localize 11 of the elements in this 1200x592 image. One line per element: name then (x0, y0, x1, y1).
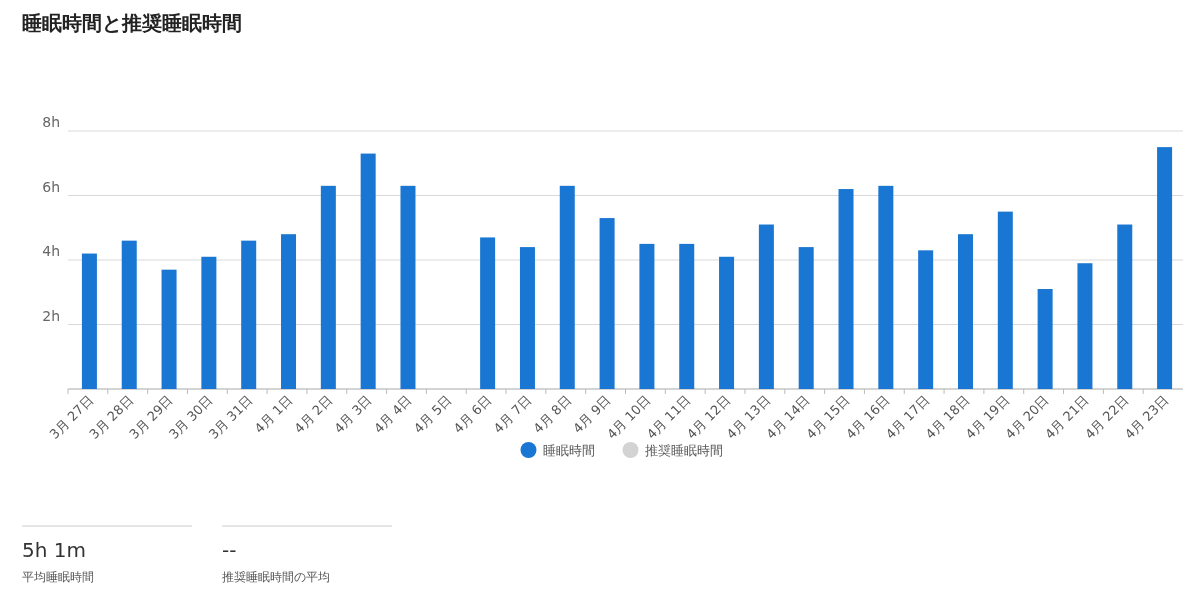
text: 平均睡眠時間 (22, 570, 94, 584)
text: 5h 1m (22, 538, 86, 562)
y-tick-label: 6h (42, 178, 60, 195)
y-tick-label: 8h (42, 114, 60, 130)
y-tick-label: 4h (42, 243, 60, 259)
text: -- (222, 538, 237, 562)
y-tick-label: 2h (42, 307, 60, 324)
text: 推奨睡眠時間の平均 (222, 570, 330, 584)
chart-title: 睡眠時間と推奨睡眠時間 (22, 11, 242, 35)
legend-label: 推奨睡眠時間 (644, 443, 723, 458)
legend-label: 睡眠時間 (542, 443, 595, 458)
